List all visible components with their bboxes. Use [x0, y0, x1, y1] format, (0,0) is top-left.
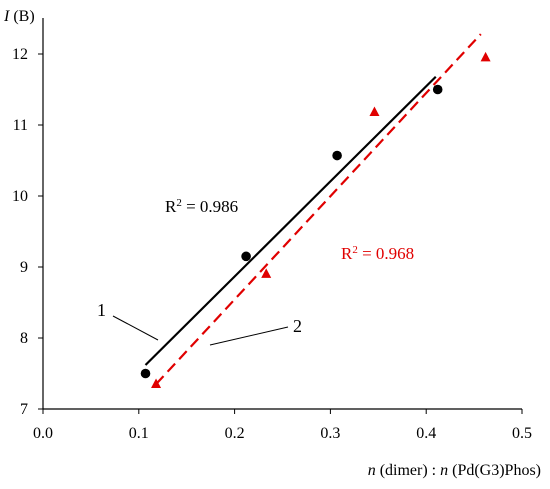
- r2-red-sup: 2: [352, 244, 358, 256]
- point-series-1: [432, 84, 443, 95]
- x-tick-label: 0.1: [129, 425, 149, 442]
- r2-black-value: = 0.986: [182, 197, 238, 216]
- y-tick-label: 7: [20, 401, 28, 418]
- y-tick-label: 8: [20, 330, 28, 347]
- line-label-1: 1: [97, 300, 106, 320]
- y-axis-title-italic: I: [3, 8, 10, 25]
- point-series-1: [332, 150, 342, 161]
- y-axis-title-unit: (B): [9, 8, 34, 25]
- x-tick-label: 0.4: [416, 425, 436, 442]
- r2-annotation-red: R2 = 0.968: [341, 244, 414, 263]
- x-tick-label: 0.5: [512, 425, 532, 442]
- r2-black-r: R: [165, 197, 177, 216]
- x-axis-title: n (dimer) : n (Pd(G3)Phos): [368, 462, 541, 479]
- data-markers: [140, 51, 491, 388]
- x-ticks: 0.0 0.1 0.2 0.3 0.4 0.5: [33, 409, 532, 442]
- point-series-1: [140, 368, 151, 379]
- point-series-2: [369, 106, 380, 117]
- r2-black-sup: 2: [176, 197, 182, 209]
- x-axis-title-t2: (Pd(G3)Phos): [448, 462, 541, 479]
- r2-red-value: = 0.968: [358, 244, 414, 263]
- y-tick-label: 10: [12, 188, 28, 205]
- y-ticks: 7 8 9 10 11 12: [12, 46, 43, 418]
- x-axis-title-t1: (dimer) :: [376, 462, 440, 479]
- point-series-2: [261, 268, 272, 278]
- y-tick-label: 12: [12, 46, 28, 63]
- x-axis-title-n1: n: [368, 462, 376, 479]
- r2-red-r: R: [341, 244, 353, 263]
- fit-lines: [144, 33, 482, 385]
- y-tick-label: 11: [13, 117, 28, 134]
- x-tick-label: 0.3: [320, 425, 340, 442]
- fit-line-1: [144, 75, 437, 366]
- y-axis-title: I (B): [3, 8, 35, 25]
- x-tick-label: 0.0: [33, 425, 53, 442]
- x-axis-title-n2: n: [440, 462, 448, 479]
- point-series-2: [151, 378, 162, 388]
- point-series-2: [480, 51, 491, 62]
- y-tick-label: 9: [20, 259, 28, 276]
- line-label-1-leader: [112, 315, 159, 341]
- fit-line-2: [155, 33, 482, 385]
- point-series-1: [241, 251, 251, 262]
- line-label-2-leader: [209, 326, 289, 346]
- r2-annotation-black: R2 = 0.986: [165, 197, 238, 216]
- line-label-2: 2: [293, 316, 302, 336]
- x-tick-label: 0.2: [225, 425, 245, 442]
